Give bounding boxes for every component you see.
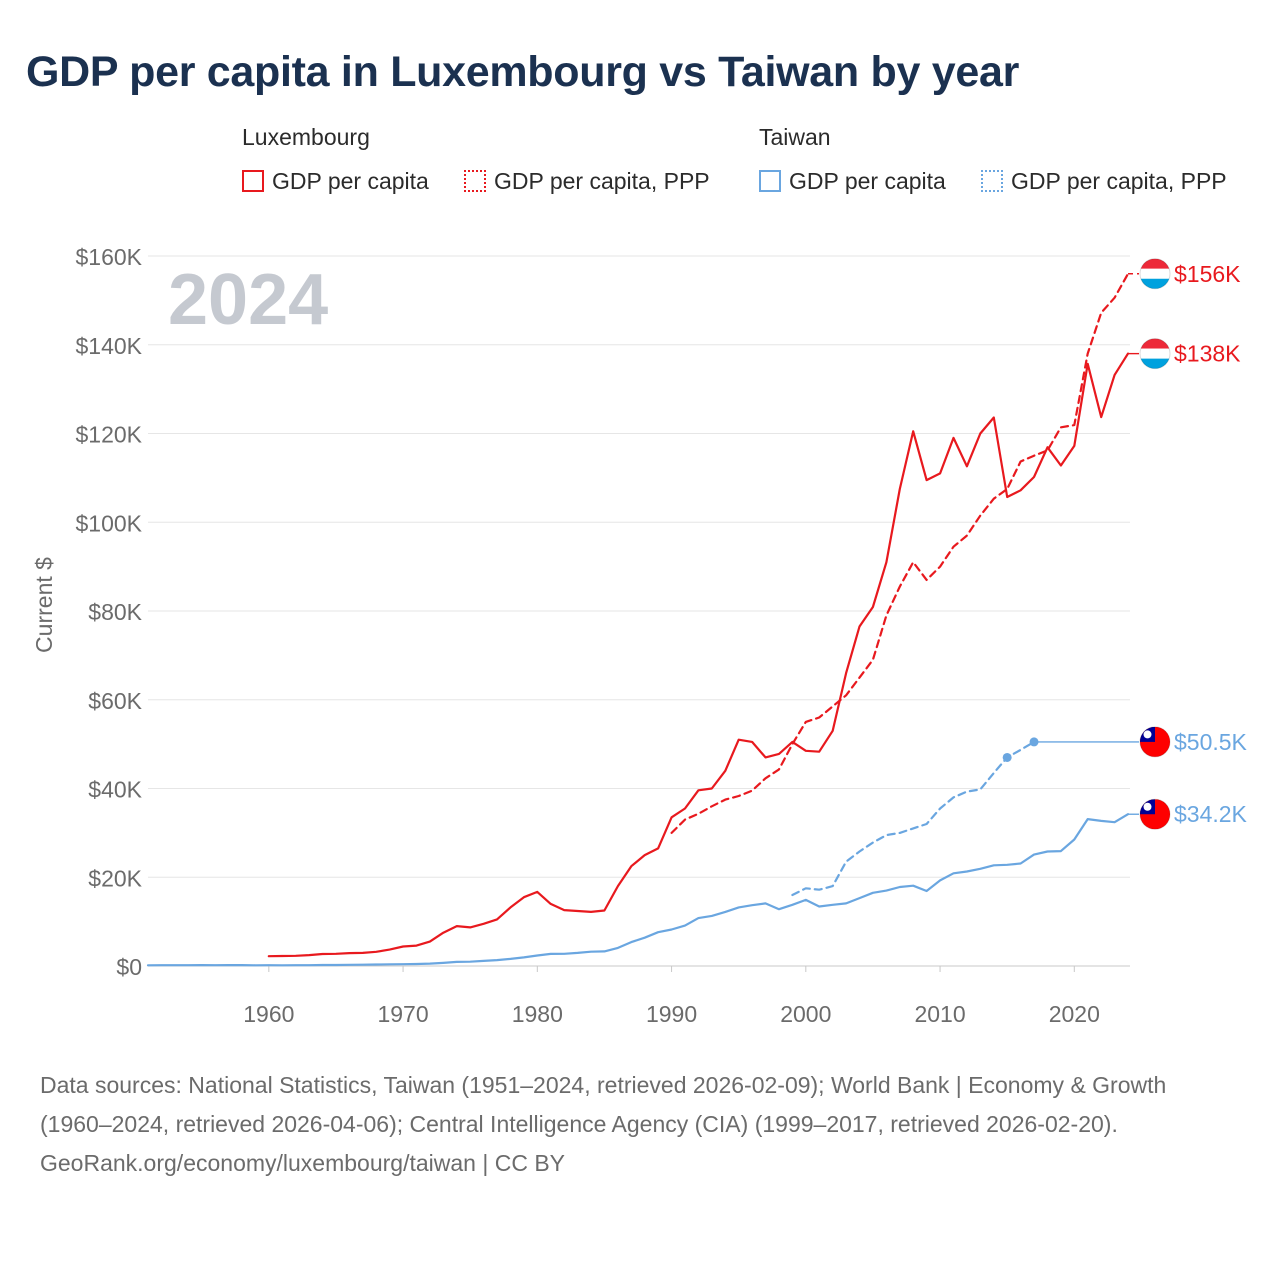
x-tick-label: 1970 xyxy=(377,1001,428,1027)
end-value-label: $50.5K xyxy=(1174,729,1248,755)
flag-sun xyxy=(1143,802,1152,811)
y-tick-label: $140K xyxy=(75,333,142,359)
year-watermark: 2024 xyxy=(168,260,328,340)
y-tick-label: $100K xyxy=(75,510,142,536)
legend-item-luxembourg-gdp[interactable]: GDP per capita xyxy=(242,166,429,196)
end-value-label: $156K xyxy=(1174,261,1241,287)
series-line-3 xyxy=(791,740,1036,897)
end-labels: $138K $156K $34.2K $50.5K xyxy=(1139,258,1248,830)
gridlines xyxy=(148,255,1130,967)
legend-swatch-solid xyxy=(242,170,264,192)
data-sources: Data sources: National Statistics, Taiwa… xyxy=(40,1072,1167,1137)
y-tick-label: $20K xyxy=(88,865,142,891)
flag-stripe xyxy=(1140,268,1170,279)
flag-stripe xyxy=(1140,258,1170,269)
x-tick-label: 2020 xyxy=(1049,1001,1100,1027)
legend-label: GDP per capita xyxy=(272,167,429,194)
x-tick-label: 1980 xyxy=(512,1001,563,1027)
x-tick-label: 1960 xyxy=(243,1001,294,1027)
taiwan-flag-icon xyxy=(1139,726,1171,758)
y-tick-label: $40K xyxy=(88,777,142,803)
source-credit[interactable]: GeoRank.org/economy/luxembourg/taiwan | … xyxy=(40,1150,566,1176)
legend-swatch-dotted xyxy=(981,170,1003,192)
chart-title: GDP per capita in Luxembourg vs Taiwan b… xyxy=(26,48,1020,96)
legend-item-taiwan-gdp[interactable]: GDP per capita xyxy=(759,166,946,196)
series-line-2 xyxy=(146,813,1130,967)
legend-label: GDP per capita xyxy=(789,167,946,194)
flag-stripe xyxy=(1140,348,1170,359)
flag-sun xyxy=(1143,730,1152,739)
legend-item-luxembourg-ppp[interactable]: GDP per capita, PPP xyxy=(464,166,710,196)
x-tick-label: 1990 xyxy=(646,1001,697,1027)
legend-group-luxembourg: Luxembourg xyxy=(242,124,370,150)
y-tick-label: $0 xyxy=(116,954,142,980)
line-chart: $0 $20K $40K $60K $80K $100K $120K $140K $160K 1… xyxy=(31,244,1248,1027)
luxembourg-flag-icon xyxy=(1139,258,1171,290)
series-line-1 xyxy=(670,272,1130,834)
x-axis-ticks: 1960 1970 1980 1990 2000 2010 2020 xyxy=(243,966,1100,1027)
taiwan-flag-icon xyxy=(1139,798,1171,830)
y-axis-label: Current $ xyxy=(31,557,57,653)
legend-group-taiwan: Taiwan xyxy=(759,124,831,150)
x-tick-label: 2000 xyxy=(780,1001,831,1027)
x-tick-label: 2010 xyxy=(914,1001,965,1027)
legend-label: GDP per capita, PPP xyxy=(1011,167,1227,194)
legend-swatch-solid xyxy=(759,170,781,192)
y-axis-ticks: $0 $20K $40K $60K $80K $100K $120K $140K $160K xyxy=(75,244,142,980)
series-lines xyxy=(146,272,1139,967)
series-line-0 xyxy=(267,352,1130,958)
data-point xyxy=(1002,752,1012,762)
legend-swatch-dotted xyxy=(464,170,486,192)
footer: Data sources: National Statistics, Taiwa… xyxy=(40,1066,1240,1183)
y-tick-label: $60K xyxy=(88,688,142,714)
legend-item-taiwan-ppp[interactable]: GDP per capita, PPP xyxy=(981,166,1227,196)
end-value-label: $138K xyxy=(1174,341,1241,367)
luxembourg-flag-icon xyxy=(1139,338,1171,370)
flag-stripe xyxy=(1140,338,1170,349)
y-tick-label: $80K xyxy=(88,599,142,625)
flag-stripe xyxy=(1140,358,1170,369)
data-point xyxy=(1029,737,1039,747)
y-tick-label: $160K xyxy=(75,244,142,270)
y-tick-label: $120K xyxy=(75,422,142,448)
end-value-label: $34.2K xyxy=(1174,801,1248,827)
flag-stripe xyxy=(1140,278,1170,289)
legend-label: GDP per capita, PPP xyxy=(494,167,710,194)
